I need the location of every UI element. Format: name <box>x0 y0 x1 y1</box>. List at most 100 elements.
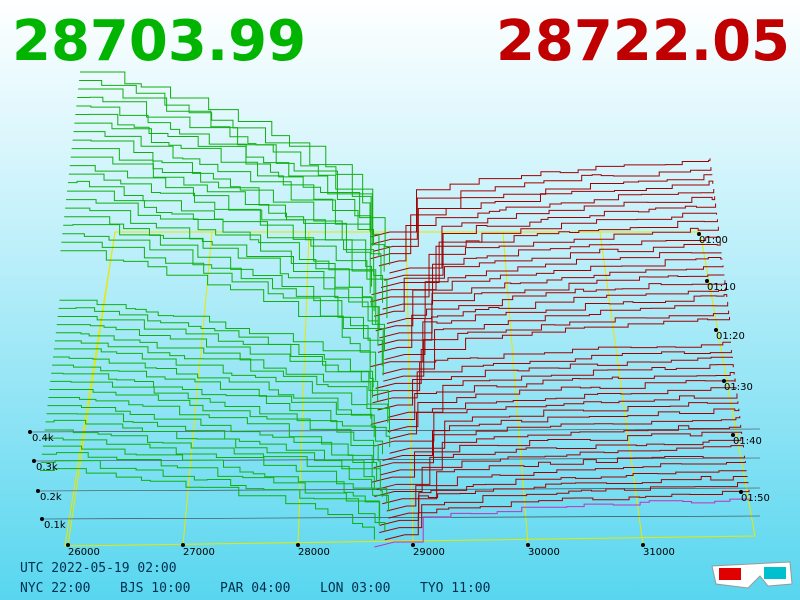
ask-depth-line <box>384 203 717 281</box>
tick-dot <box>32 459 36 463</box>
ask-depth-line <box>386 252 722 324</box>
price-grid-line <box>67 231 116 546</box>
time-label: 01:50 <box>741 493 770 504</box>
tick-dot <box>28 430 32 434</box>
ask-depth-line <box>376 437 744 490</box>
city-clock: TYO 11:00 <box>420 581 490 596</box>
ask-depth-line <box>380 212 718 288</box>
bid-depth-line <box>56 324 389 409</box>
bid-depth-line <box>43 437 389 512</box>
bid-depth-line <box>79 80 372 238</box>
ask-depth-line <box>371 219 718 296</box>
depth-level-line <box>35 457 761 462</box>
ask-depth-line <box>379 482 749 534</box>
ask-depth-line <box>387 378 736 433</box>
bid-depth-line <box>47 405 378 481</box>
city-clock: LON 03:00 <box>320 581 390 596</box>
bid-depth-line <box>54 340 389 423</box>
ask-depth-line <box>373 341 731 397</box>
ask-depth-line <box>370 167 712 245</box>
ask-depth-line <box>372 174 713 252</box>
ask-depth-line <box>374 498 751 548</box>
ask-depth-line <box>370 180 714 260</box>
ask-depth-line <box>384 287 727 361</box>
ask-depth-line <box>386 461 746 512</box>
bid-depth-line <box>61 241 384 376</box>
tick-dot <box>36 489 40 493</box>
bid-depth-line <box>77 96 372 252</box>
ask-depth-line <box>382 236 720 310</box>
bid-depth-line <box>69 165 375 312</box>
price-label: 29000 <box>413 547 445 558</box>
ask-depth-line <box>375 316 731 389</box>
city-clock: NYC 22:00 <box>20 581 90 596</box>
ask-depth-line <box>373 416 741 469</box>
bid-depth-line <box>68 173 388 319</box>
floor-frame <box>64 231 756 547</box>
ask-depth-line <box>389 196 716 274</box>
ask-depth-line <box>382 455 745 505</box>
tick-dot <box>705 279 709 283</box>
bid-depth-line <box>64 216 385 352</box>
price-label: 31000 <box>643 547 675 558</box>
bid-depth-line <box>49 388 381 469</box>
bid-price: 28703.99 <box>12 9 306 74</box>
ask-depth-line <box>382 408 740 461</box>
time-label: 01:00 <box>699 235 728 246</box>
bid-depth-line <box>41 452 380 525</box>
cyan-lens <box>764 567 786 579</box>
ask-depth-line <box>377 356 733 411</box>
bid-depth-line <box>80 71 371 232</box>
time-label: 01:30 <box>724 382 753 393</box>
depth-level-line <box>39 487 761 492</box>
bid-depth-line <box>44 429 388 503</box>
ask-depth-line <box>384 489 750 541</box>
tick-dot <box>181 543 185 547</box>
bid-depth-line <box>65 207 379 346</box>
price-label: 26000 <box>68 547 100 558</box>
bid-depth-line <box>55 332 372 419</box>
ask-depth-line <box>377 280 726 353</box>
ask-depth-line <box>378 274 725 346</box>
ask-depth-line <box>374 445 744 498</box>
ask-depth-line <box>369 158 711 238</box>
price-label: 30000 <box>528 547 560 558</box>
ask-depth-line <box>370 226 719 303</box>
bid-depth-line <box>67 180 377 324</box>
price-grid-line <box>405 231 414 546</box>
bid-depth-line <box>70 156 384 303</box>
ask-depth-line <box>389 401 739 454</box>
time-label: 01:10 <box>707 282 736 293</box>
bid-depth-line <box>53 348 390 434</box>
ask-price: 28722.05 <box>496 9 790 74</box>
depth-lines <box>31 71 761 548</box>
bid-depth-line <box>40 468 375 540</box>
ask-depth-line <box>388 470 747 519</box>
bid-depth-line <box>72 139 373 287</box>
price-label: 28000 <box>298 547 330 558</box>
ask-depth-line <box>380 424 742 476</box>
depth-label: 0.1k <box>44 520 66 531</box>
tick-dot <box>641 543 645 547</box>
ask-depth-line <box>388 364 734 418</box>
ask-depth-line <box>383 310 730 382</box>
tick-dot <box>714 328 718 332</box>
tick-dot <box>739 490 743 494</box>
ask-depth-line <box>374 393 738 447</box>
depth-label: 0.4k <box>32 433 54 444</box>
bid-depth-line <box>73 131 382 280</box>
price-grid-line <box>502 231 529 546</box>
red-lens <box>719 568 741 580</box>
ask-depth-line <box>379 265 724 339</box>
bid-depth-line <box>75 113 390 265</box>
tick-dot <box>731 433 735 437</box>
ask-depth-line <box>373 241 721 317</box>
ask-depth-line <box>382 301 729 375</box>
time-label: 01:40 <box>733 436 762 447</box>
bid-depth-line <box>78 88 374 246</box>
ask-depth-line <box>370 294 728 368</box>
bid-depth-line <box>62 233 383 367</box>
ask-depth-line <box>372 350 732 404</box>
